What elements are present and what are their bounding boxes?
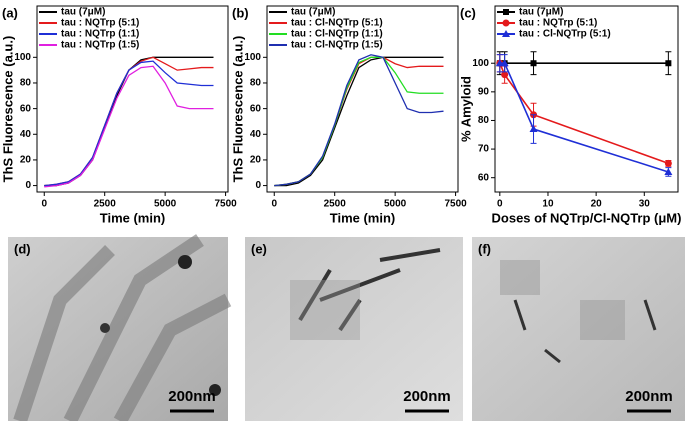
y-axis-label: ThS Fluorescence (a.u.) bbox=[0, 36, 15, 183]
data-point bbox=[500, 59, 509, 67]
y-axis-label: % Amyloid bbox=[458, 76, 473, 142]
scale-bar-label: 200nm bbox=[625, 388, 673, 405]
legend-label: tau : NQTrp (1:1) bbox=[61, 29, 139, 40]
x-tick-label: 0 bbox=[41, 199, 47, 210]
legend-label: tau : NQTrp (1:5) bbox=[61, 40, 139, 51]
y-tick-label: 60 bbox=[478, 172, 490, 183]
x-tick-label: 7500 bbox=[444, 199, 467, 210]
x-tick-label: 7500 bbox=[214, 199, 237, 210]
x-tick-label: 5000 bbox=[154, 199, 177, 210]
legend-marker-shape bbox=[503, 9, 509, 15]
x-axis-label: Time (min) bbox=[330, 210, 396, 225]
legend-marker-shape bbox=[502, 19, 510, 27]
legend-marker-shape bbox=[502, 30, 510, 37]
x-tick-label: 0 bbox=[271, 199, 277, 210]
x-tick-label: 5000 bbox=[384, 199, 407, 210]
legend-label: tau (7μM) bbox=[61, 7, 105, 18]
y-tick-label: 80 bbox=[478, 115, 490, 126]
legend-label: tau : Cl-NQTrp (1:5) bbox=[291, 40, 383, 51]
x-tick-label: 0 bbox=[497, 199, 503, 210]
data-point bbox=[501, 71, 509, 79]
y-axis-label: ThS Fluorescence (a.u.) bbox=[230, 36, 245, 183]
plot-frame bbox=[36, 5, 229, 193]
series-line bbox=[274, 56, 444, 187]
legend-marker bbox=[502, 30, 510, 37]
y-tick-label: 40 bbox=[250, 129, 262, 140]
legend-label: tau : NQTrp (5:1) bbox=[61, 18, 139, 29]
legend-label: tau : NQTrp (5:1) bbox=[519, 18, 597, 29]
series-line bbox=[499, 62, 669, 173]
panel-label: (a) bbox=[2, 5, 18, 20]
y-tick-label: 100 bbox=[244, 52, 261, 63]
legend-label: tau : Cl-NQTrp (5:1) bbox=[519, 29, 611, 40]
micrograph-e bbox=[245, 237, 463, 421]
series-line bbox=[499, 62, 669, 165]
y-tick-label: 20 bbox=[250, 155, 262, 166]
y-tick-label: 90 bbox=[478, 86, 490, 97]
legend-label: tau (7μM) bbox=[291, 7, 335, 18]
y-tick-label: 80 bbox=[250, 78, 262, 89]
y-tick-label: 0 bbox=[25, 180, 31, 191]
series-line bbox=[44, 60, 214, 187]
scale-bar-label: 200nm bbox=[403, 388, 451, 405]
x-tick-label: 10 bbox=[542, 199, 554, 210]
series-line bbox=[44, 65, 214, 188]
x-tick-label: 2500 bbox=[94, 199, 117, 210]
panel-label: (e) bbox=[251, 241, 267, 256]
micrograph-d bbox=[8, 234, 232, 421]
x-tick-label: 2500 bbox=[324, 199, 347, 210]
data-point bbox=[664, 167, 673, 175]
x-tick-label: 20 bbox=[591, 199, 603, 210]
legend-label: tau : Cl-NQTrp (1:1) bbox=[291, 29, 383, 40]
micrograph-f bbox=[472, 237, 685, 421]
plot-frame bbox=[494, 5, 679, 193]
series-line bbox=[274, 56, 444, 187]
plot-frame bbox=[266, 5, 459, 193]
data-point bbox=[664, 159, 672, 167]
series-line bbox=[274, 56, 444, 187]
data-point bbox=[529, 125, 538, 133]
panel-label: (c) bbox=[460, 5, 476, 20]
y-tick-label: 40 bbox=[20, 129, 32, 140]
legend-marker bbox=[503, 9, 509, 15]
legend-marker bbox=[502, 19, 510, 27]
y-tick-label: 20 bbox=[20, 155, 32, 166]
scale-bar-label: 200nm bbox=[168, 388, 216, 405]
panel-label: (d) bbox=[14, 241, 31, 256]
x-axis-label: Time (min) bbox=[100, 210, 166, 225]
data-point bbox=[665, 60, 672, 67]
panel-label: (f) bbox=[478, 241, 491, 256]
series-line bbox=[274, 54, 444, 187]
panel-label: (b) bbox=[232, 5, 249, 20]
x-tick-label: 30 bbox=[639, 199, 651, 210]
y-tick-label: 0 bbox=[255, 180, 261, 191]
y-tick-label: 60 bbox=[250, 103, 262, 114]
y-tick-label: 70 bbox=[478, 144, 490, 155]
legend-label: tau : Cl-NQTrp (5:1) bbox=[291, 18, 383, 29]
y-tick-label: 80 bbox=[20, 78, 32, 89]
data-point bbox=[530, 60, 537, 67]
x-axis-label: Doses of NQTrp/Cl-NQTrp (μM) bbox=[492, 210, 682, 225]
y-tick-label: 60 bbox=[20, 103, 32, 114]
legend-label: tau (7μM) bbox=[519, 7, 563, 18]
y-tick-label: 100 bbox=[14, 52, 31, 63]
y-tick-label: 100 bbox=[472, 58, 489, 69]
